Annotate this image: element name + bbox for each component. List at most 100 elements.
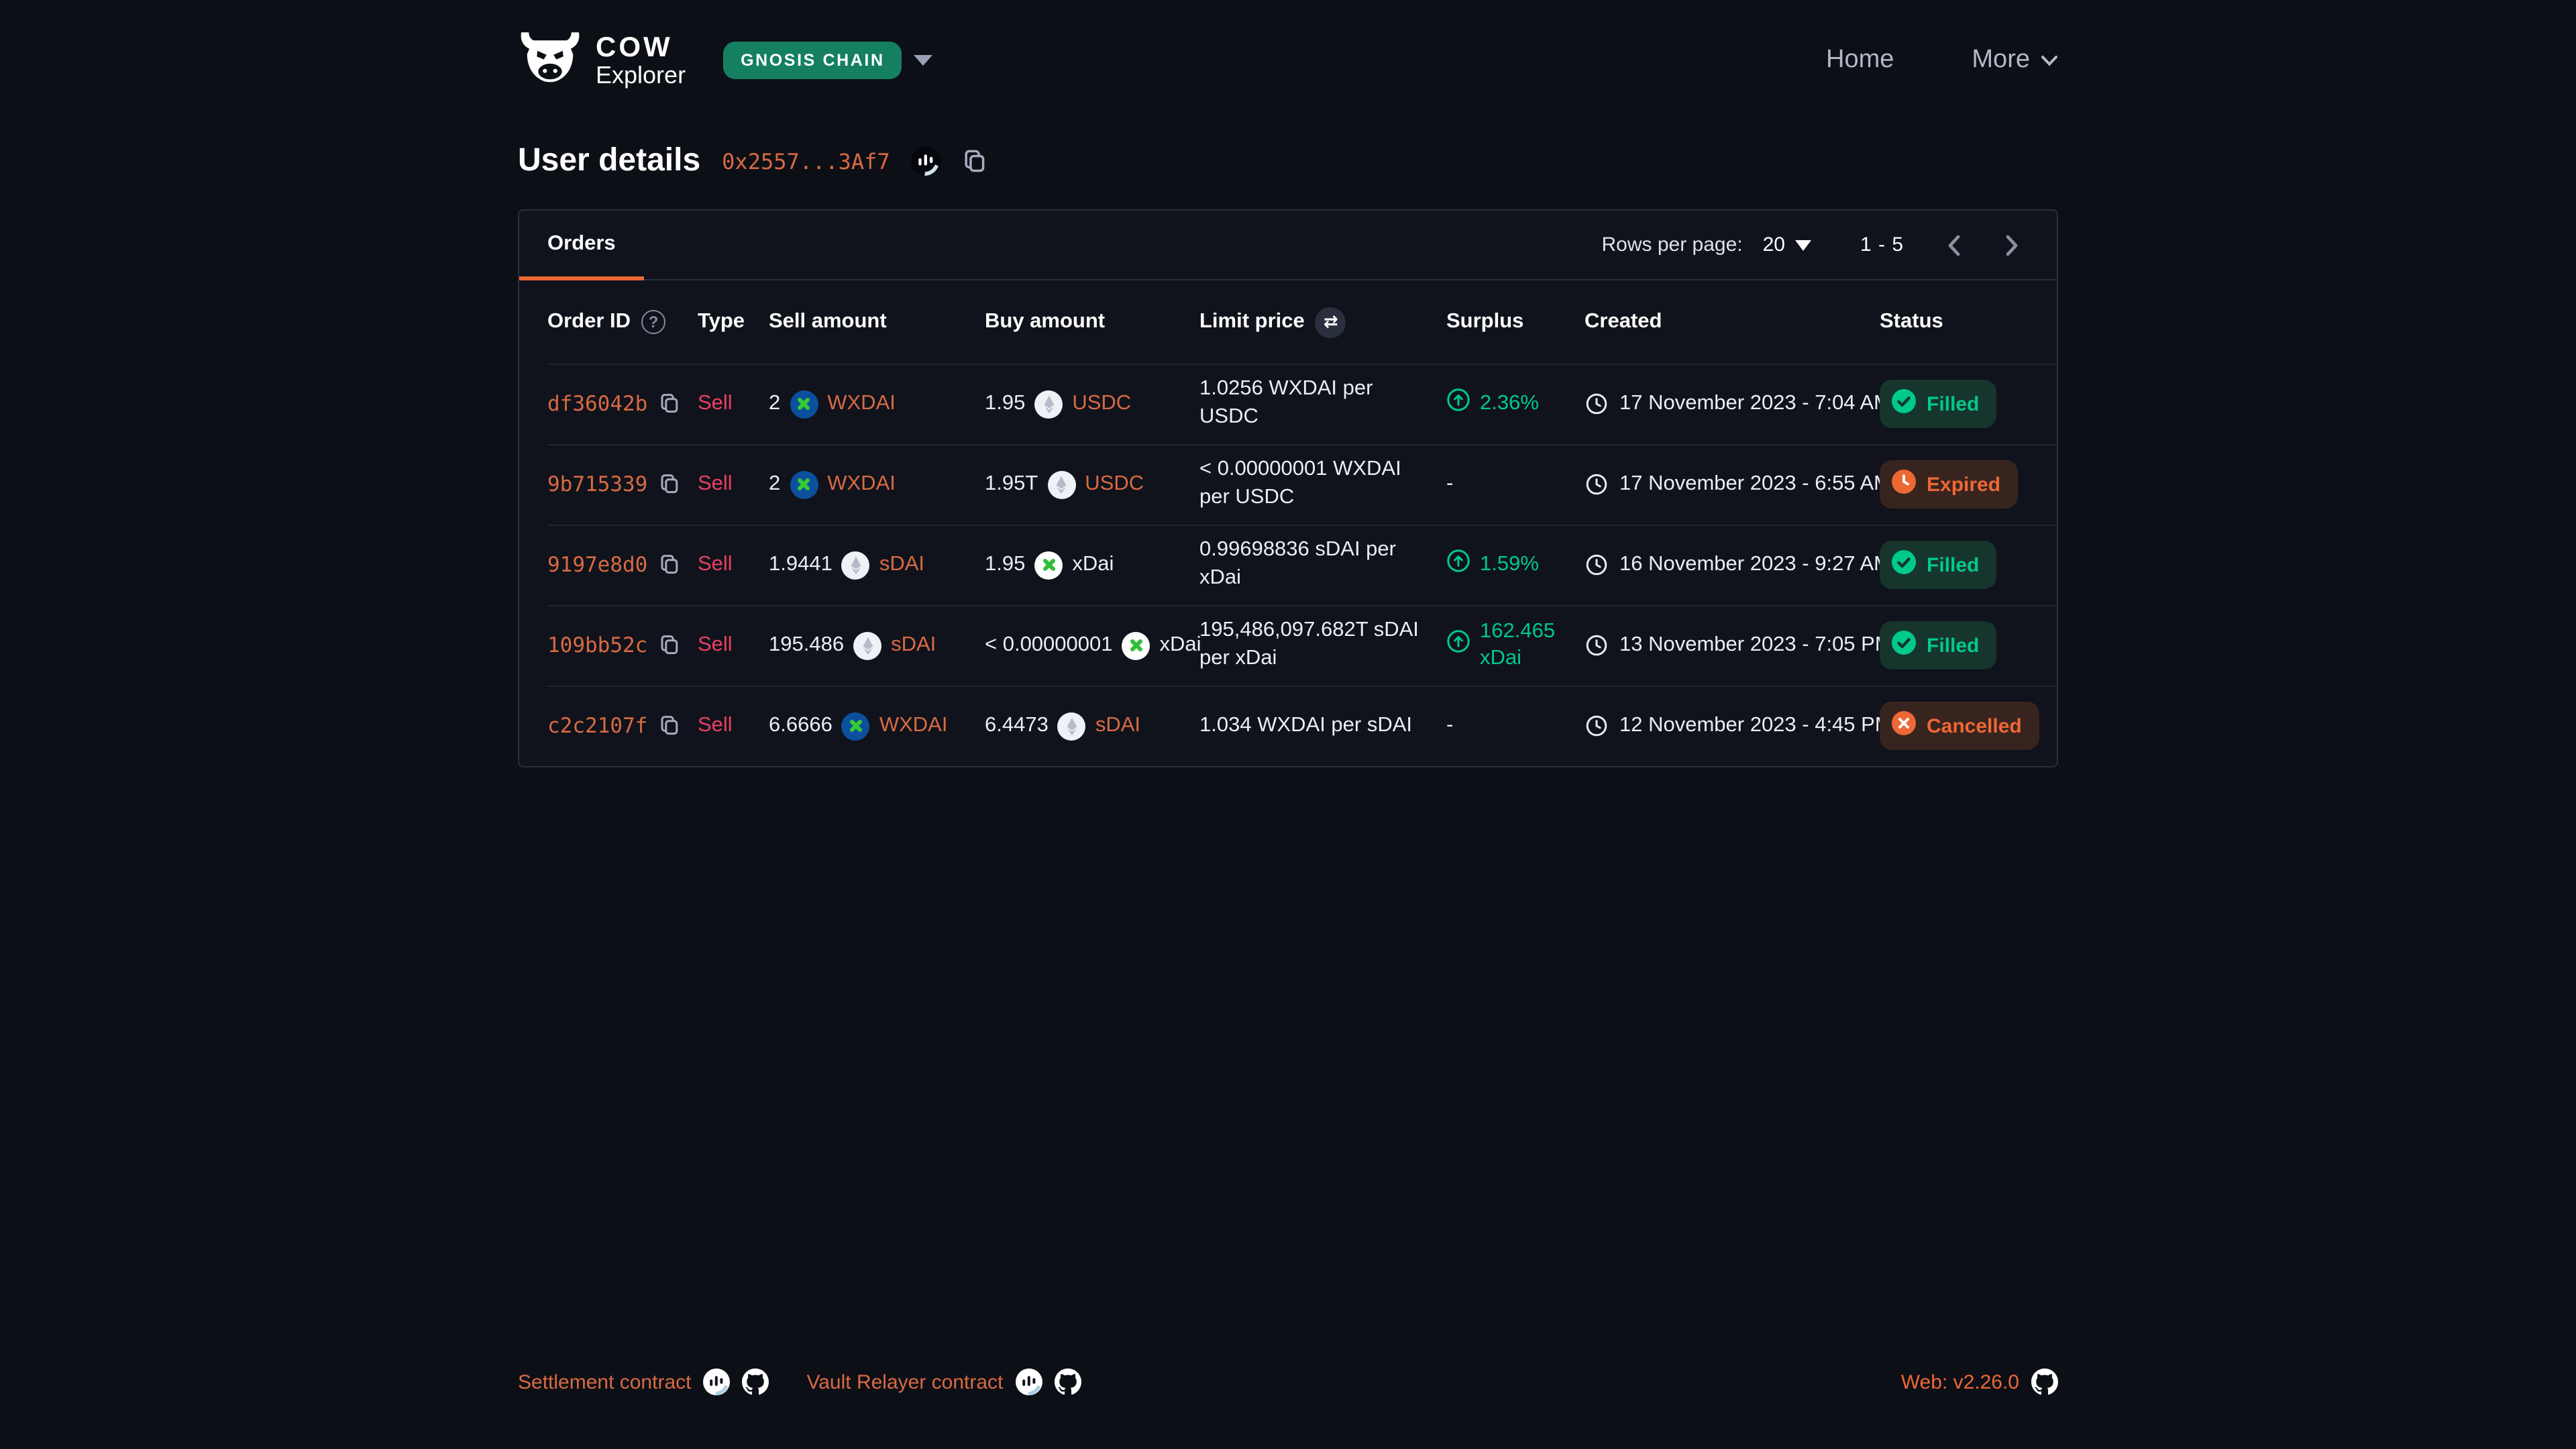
buy-token-link[interactable]: sDAI [1095,714,1141,737]
surplus-empty: - [1446,714,1454,737]
created-date: 13 November 2023 - 7:05 PM [1619,633,1892,656]
vault-relayer-contract-link[interactable]: Vault Relayer contract [806,1371,1004,1393]
rows-per-page-label: Rows per page: [1601,233,1743,256]
table-row: 9b715339 Sell 2 WXDAI 1.95T USDC < 0.000… [519,444,2057,525]
created-cell: 12 November 2023 - 4:45 PM [1585,714,1892,738]
order-id-link[interactable]: 109bb52c [547,633,648,657]
page-range: 1 - 5 [1860,233,1904,256]
sell-amount: 2 [769,472,781,495]
generic-token-icon [1047,470,1076,498]
footer: Settlement contract Vault Relayer contra… [0,1368,2576,1449]
github-icon[interactable] [2031,1368,2058,1395]
filled-status-icon [1892,631,1916,660]
col-status: Status [1880,310,1943,333]
clock-icon [1586,715,1607,737]
generic-token-icon [1034,390,1063,418]
brand-name: COW [596,32,673,63]
chevron-down-icon [914,55,933,66]
rows-per-page-select[interactable]: 20 [1763,233,1812,256]
user-address-link[interactable]: 0x2557...3Af7 [722,148,890,174]
tab-orders[interactable]: Orders [519,211,644,280]
created-date: 16 November 2023 - 9:27 AM [1619,553,1891,576]
sell-token-link[interactable]: sDAI [891,633,936,656]
github-icon[interactable] [742,1368,769,1395]
limit-price: < 0.00000001 WXDAI per USDC [1199,458,1401,508]
surplus-empty: - [1446,472,1454,495]
col-surplus: Surplus [1446,310,1524,333]
copy-address-icon[interactable] [961,147,989,175]
network-selector[interactable]: GNOSIS CHAIN [723,42,933,79]
buy-token-link: xDai [1072,553,1114,576]
limit-price: 1.034 WXDAI per sDAI [1199,713,1413,737]
order-id-link[interactable]: 9197e8d0 [547,553,648,577]
status-badge: Expired [1880,460,2019,508]
surplus-cell: 1.59% [1446,538,1585,592]
generic-token-icon [841,551,870,579]
previous-page-icon[interactable] [1941,231,1968,258]
limit-price: 0.99698836 sDAI per xDai [1199,538,1396,589]
copy-order-id-icon[interactable] [657,472,681,496]
sell-token-link[interactable]: sDAI [879,553,925,576]
next-page-icon[interactable] [1998,231,2025,258]
surplus-value: 2.36% [1480,391,1539,415]
buy-amount: 1.95T [985,472,1038,495]
top-nav: Home More [1826,46,2058,75]
copy-order-id-icon[interactable] [657,714,681,738]
order-id-link[interactable]: 9b715339 [547,472,648,496]
status-label: Filled [1927,634,1980,657]
invert-price-icon[interactable]: ⇄ [1315,307,1346,337]
table-row: 9197e8d0 Sell 1.9441 sDAI 1.95 xDai 0.99… [519,525,2057,605]
table-row: 109bb52c Sell 195.486 sDAI < 0.00000001 … [519,605,2057,686]
limit-price: 1.0256 WXDAI per USDC [1199,377,1373,428]
order-id-link[interactable]: c2c2107f [547,714,648,738]
buy-token-link[interactable]: USDC [1085,472,1144,495]
block-explorer-icon[interactable] [703,1368,731,1395]
network-badge[interactable]: GNOSIS CHAIN [723,42,902,79]
xdai-token-icon [1122,631,1150,659]
nav-home[interactable]: Home [1826,46,1894,74]
top-bar: COW Explorer GNOSIS CHAIN Home More [518,0,2058,102]
table-row: df36042b Sell 2 WXDAI 1.95 USDC 1.0256 W… [519,364,2057,444]
buy-amount: 1.95 [985,392,1026,415]
block-explorer-icon[interactable] [911,146,941,176]
buy-token-link[interactable]: USDC [1072,392,1132,415]
web-version-link[interactable]: Web: v2.26.0 [1900,1371,2019,1393]
filled-status-icon [1892,550,1916,580]
status-badge: Cancelled [1880,702,2039,750]
dropdown-caret-icon [1795,239,1812,250]
table-header: Order ID ? Type Sell amount Buy amount L… [519,280,2057,364]
sell-token-link[interactable]: WXDAI [827,392,896,415]
help-icon[interactable]: ? [641,310,666,334]
clock-icon [1586,474,1607,495]
col-order-id: Order ID [547,310,631,333]
order-id-link[interactable]: df36042b [547,392,648,416]
sell-amount: 2 [769,392,781,415]
created-date: 12 November 2023 - 4:45 PM [1619,714,1892,737]
table-body: df36042b Sell 2 WXDAI 1.95 USDC 1.0256 W… [519,364,2057,766]
sell-token-link[interactable]: WXDAI [879,714,948,737]
created-cell: 17 November 2023 - 7:04 AM [1585,392,1891,416]
page-title-row: User details 0x2557...3Af7 [518,142,2058,180]
sell-token-link[interactable]: WXDAI [827,472,896,495]
limit-price: 195,486,097.682T sDAI per xDai [1199,619,1419,669]
wxdai-token-icon [790,470,818,498]
surplus-value: 1.59% [1480,552,1539,576]
col-type: Type [698,310,745,333]
github-icon[interactable] [1054,1368,1081,1395]
copy-order-id-icon[interactable] [657,633,681,657]
chevron-down-icon [2041,55,2057,66]
cow-logo-icon [518,30,582,91]
surplus-cell: - [1446,703,1585,749]
clock-icon [1586,393,1607,415]
block-explorer-icon[interactable] [1015,1368,1042,1395]
brand-logo[interactable]: COW Explorer [518,30,686,91]
expired-status-icon [1892,470,1916,499]
order-type: Sell [698,472,733,495]
created-cell: 16 November 2023 - 9:27 AM [1585,553,1891,577]
copy-order-id-icon[interactable] [657,553,681,577]
nav-more[interactable]: More [1972,46,2058,75]
settlement-contract-link[interactable]: Settlement contract [518,1371,692,1393]
copy-order-id-icon[interactable] [657,392,681,416]
order-type: Sell [698,714,733,737]
